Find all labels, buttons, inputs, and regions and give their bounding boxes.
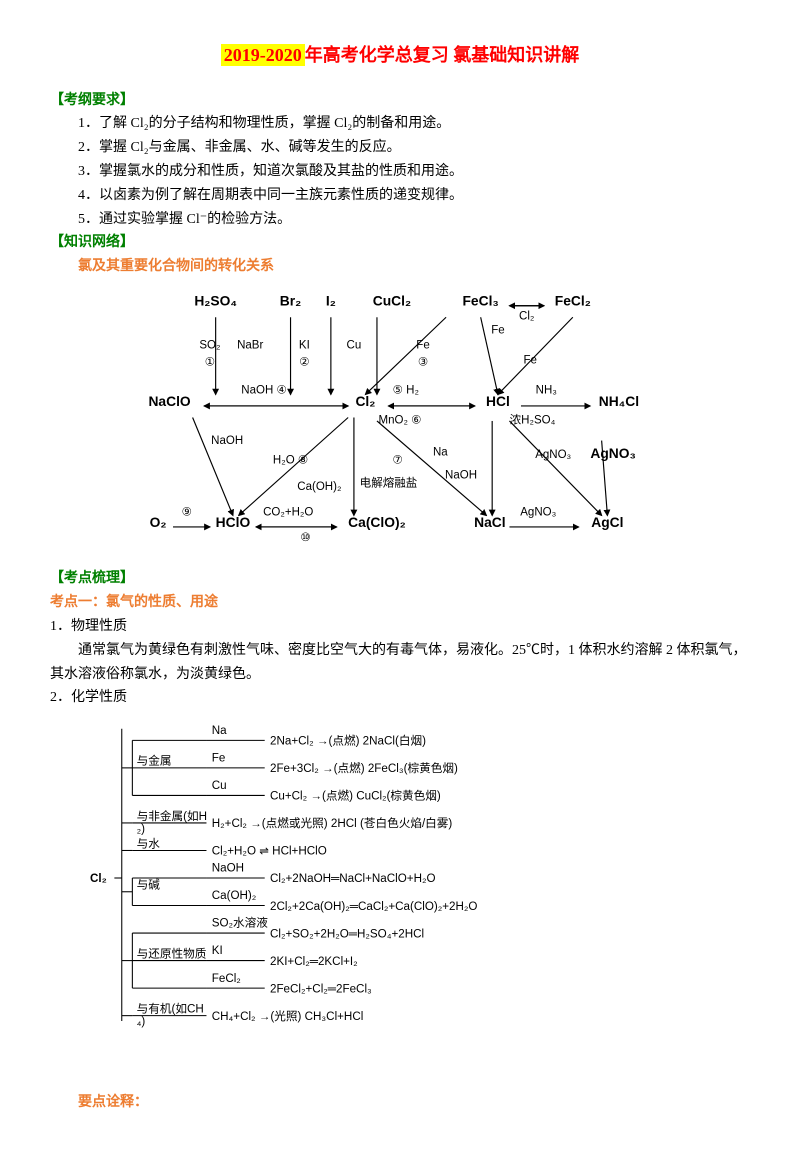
- svg-text:⑤ H₂: ⑤ H₂: [393, 384, 419, 396]
- svg-text:Fe: Fe: [491, 324, 504, 336]
- p1-label: 1．物理性质: [50, 615, 750, 639]
- svg-text:Ca(ClO)₂: Ca(ClO)₂: [348, 514, 406, 530]
- svg-text:电解熔融盐: 电解熔融盐: [360, 476, 418, 490]
- svg-text:③: ③: [418, 357, 428, 369]
- svg-text:MnO₂ ⑥: MnO₂ ⑥: [379, 414, 422, 426]
- reaction-tree-diagram: Cl₂ 与金属与非金属(如H₂)与水与碱与还原性物质与有机(如CH₄) Na 2Na+…: [80, 716, 750, 1082]
- svg-text:Cl₂: Cl₂: [519, 311, 534, 323]
- svg-text:Br₂: Br₂: [280, 293, 302, 309]
- title-year: 2019-2020: [221, 44, 305, 66]
- svg-text:NaOH: NaOH: [445, 470, 477, 482]
- svg-text:NH₃: NH₃: [536, 384, 558, 396]
- svg-text:AgNO₃: AgNO₃: [590, 445, 636, 461]
- section-kdsl: 【考点梳理】: [50, 567, 750, 591]
- title-rest: 年高考化学总复习 氯基础知识讲解: [305, 45, 580, 65]
- svg-text:H₂O ⑧: H₂O ⑧: [273, 455, 308, 467]
- svg-text:AgNO₃: AgNO₃: [535, 449, 571, 461]
- svg-text:NaClO: NaClO: [148, 393, 190, 409]
- svg-text:HCl: HCl: [486, 393, 510, 409]
- svg-text:Cl₂+2NaOH═NaCl+NaClO+H₂O: Cl₂+2NaOH═NaCl+NaClO+H₂O: [270, 872, 436, 885]
- svg-text:FeCl₂: FeCl₂: [555, 293, 591, 309]
- svg-text:NaOH: NaOH: [212, 862, 244, 875]
- svg-text:I₂: I₂: [326, 293, 336, 309]
- kgyq-item: 1．了解 Cl₂的分子结构和物理性质，掌握 Cl₂的制备和用途。: [50, 112, 750, 136]
- svg-text:与水: 与水: [137, 837, 161, 850]
- svg-text:与有机(如CH: 与有机(如CH: [137, 1002, 204, 1016]
- svg-text:⑩: ⑩: [300, 532, 310, 544]
- svg-text:CH₄+Cl₂ →(光照) CH₃Cl+HCl: CH₄+Cl₂ →(光照) CH₃Cl+HCl: [212, 1009, 364, 1023]
- svg-text:₂): ₂): [137, 823, 146, 836]
- section-kgyq: 【考纲要求】: [50, 89, 750, 113]
- svg-text:SO₂水溶液: SO₂水溶液: [212, 916, 269, 930]
- transformation-diagram: H₂SO₄Br₂I₂CuCl₂FeCl₃FeCl₂NaClOCl₂HClNH₄C…: [50, 285, 750, 553]
- svg-text:⑦: ⑦: [393, 455, 403, 467]
- svg-text:Cl₂: Cl₂: [90, 872, 107, 885]
- zswl-sub: 氯及其重要化合物间的转化关系: [50, 255, 750, 279]
- svg-text:CO₂+H₂O: CO₂+H₂O: [263, 506, 313, 518]
- svg-text:Cu: Cu: [212, 779, 227, 792]
- svg-text:SO₂: SO₂: [199, 339, 220, 351]
- svg-text:Cl₂+SO₂+2H₂O═H₂SO₄+2HCl: Cl₂+SO₂+2H₂O═H₂SO₄+2HCl: [270, 927, 424, 940]
- svg-text:⑨: ⑨: [182, 506, 192, 518]
- svg-text:2KI+Cl₂═2KCl+I₂: 2KI+Cl₂═2KCl+I₂: [270, 955, 358, 968]
- p2-label: 2．化学性质: [50, 686, 750, 710]
- svg-text:CuCl₂: CuCl₂: [373, 293, 411, 309]
- svg-text:2Fe+3Cl₂ →(点燃) 2FeCl₃(棕黄色烟): 2Fe+3Cl₂ →(点燃) 2FeCl₃(棕黄色烟): [270, 761, 458, 775]
- svg-text:FeCl₂: FeCl₂: [212, 972, 241, 985]
- kgyq-item: 3．掌握氯水的成分和性质，知道次氯酸及其盐的性质和用途。: [50, 160, 750, 184]
- svg-text:2FeCl₂+Cl₂═2FeCl₃: 2FeCl₂+Cl₂═2FeCl₃: [270, 982, 372, 995]
- svg-text:Na: Na: [433, 446, 448, 458]
- svg-text:NaBr: NaBr: [237, 339, 263, 351]
- section-zswl: 【知识网络】: [50, 231, 750, 255]
- svg-text:Fe: Fe: [523, 354, 536, 366]
- svg-text:₄): ₄): [137, 1015, 146, 1028]
- svg-text:浓H₂SO₄: 浓H₂SO₄: [510, 413, 556, 426]
- svg-text:H₂+Cl₂ →(点燃或光照) 2HCl (苍白色火焰/白雾: H₂+Cl₂ →(点燃或光照) 2HCl (苍白色火焰/白雾): [212, 816, 453, 830]
- svg-text:Ca(OH)₂: Ca(OH)₂: [212, 889, 257, 902]
- svg-text:Cu: Cu: [347, 339, 362, 351]
- kgyq-item: 5．通过实验掌握 Cl⁻的检验方法。: [50, 208, 750, 232]
- svg-text:Cl₂+H₂O ⇌ HCl+HClO: Cl₂+H₂O ⇌ HCl+HClO: [212, 845, 327, 858]
- svg-text:Cl₂: Cl₂: [355, 393, 375, 409]
- page-title: 2019-2020年高考化学总复习 氯基础知识讲解: [50, 40, 750, 71]
- svg-text:H₂SO₄: H₂SO₄: [194, 293, 237, 309]
- svg-text:①: ①: [205, 357, 215, 369]
- svg-text:O₂: O₂: [150, 514, 167, 530]
- svg-text:②: ②: [299, 357, 309, 369]
- svg-text:与非金属(如H: 与非金属(如H: [137, 809, 207, 823]
- svg-text:NaOH: NaOH: [211, 435, 243, 447]
- svg-text:与金属: 与金属: [137, 754, 172, 768]
- svg-text:AgCl: AgCl: [591, 514, 623, 530]
- svg-text:KI: KI: [212, 944, 223, 957]
- svg-text:Cu+Cl₂ →(点燃) CuCl₂(棕黄色烟): Cu+Cl₂ →(点燃) CuCl₂(棕黄色烟): [270, 789, 441, 803]
- svg-text:NH₄Cl: NH₄Cl: [599, 393, 639, 409]
- svg-text:2Cl₂+2Ca(OH)₂═CaCl₂+Ca(ClO)₂+2: 2Cl₂+2Ca(OH)₂═CaCl₂+Ca(ClO)₂+2H₂O: [270, 900, 477, 913]
- p1-text: 通常氯气为黄绿色有刺激性气味、密度比空气大的有毒气体，易液化。25℃时，1 体积…: [50, 639, 750, 687]
- svg-text:Ca(OH)₂: Ca(OH)₂: [297, 481, 341, 493]
- svg-text:FeCl₃: FeCl₃: [462, 293, 498, 309]
- svg-text:Fe: Fe: [212, 752, 226, 765]
- svg-text:与还原性物质: 与还原性物质: [137, 947, 207, 961]
- svg-text:2Na+Cl₂ →(点燃) 2NaCl(白烟): 2Na+Cl₂ →(点燃) 2NaCl(白烟): [270, 734, 426, 748]
- svg-text:与碱: 与碱: [137, 879, 161, 892]
- svg-text:Na: Na: [212, 724, 227, 737]
- kgyq-item: 2．掌握 Cl₂与金属、非金属、水、碱等发生的反应。: [50, 136, 750, 160]
- svg-text:HClO: HClO: [216, 514, 251, 530]
- svg-text:NaCl: NaCl: [474, 514, 505, 530]
- svg-text:AgNO₃: AgNO₃: [520, 506, 556, 518]
- ydqs: 要点诠释：: [50, 1091, 750, 1115]
- kd1-title: 考点一：氯气的性质、用途: [50, 591, 750, 615]
- svg-text:Fe: Fe: [416, 339, 429, 351]
- kgyq-item: 4．以卤素为例了解在周期表中同一主族元素性质的递变规律。: [50, 184, 750, 208]
- svg-text:NaOH ④: NaOH ④: [241, 384, 287, 396]
- svg-text:KI: KI: [299, 339, 310, 351]
